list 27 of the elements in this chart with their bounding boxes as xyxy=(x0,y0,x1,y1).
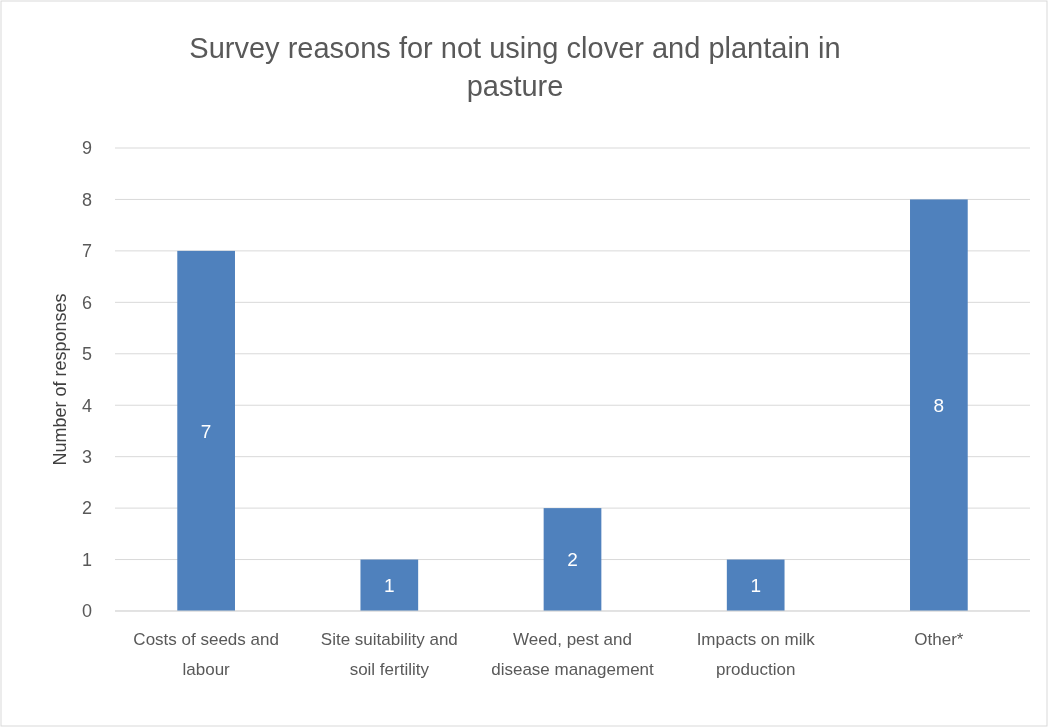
y-tick-label: 4 xyxy=(81,395,92,416)
data-label: 8 xyxy=(933,394,945,416)
bar xyxy=(910,199,968,611)
x-tick-label: Other* xyxy=(914,630,964,649)
y-tick-label: 5 xyxy=(81,344,92,365)
y-tick-label: 8 xyxy=(81,189,92,210)
y-tick-label: 2 xyxy=(81,498,92,519)
bar xyxy=(726,559,785,611)
bar xyxy=(360,559,419,611)
data-label: 1 xyxy=(750,574,761,596)
x-tick-label: Weed, pest and disease management xyxy=(491,630,655,679)
y-tick-label: 0 xyxy=(81,601,92,622)
x-tick-label: Impacts on milk production xyxy=(696,630,816,679)
y-axis-title: Number of responses xyxy=(50,293,70,466)
y-tick-label: 3 xyxy=(81,446,92,467)
data-label: 2 xyxy=(567,549,578,571)
bar xyxy=(543,508,602,611)
y-tick-label: 6 xyxy=(81,292,92,313)
y-tick-label: 1 xyxy=(81,549,92,570)
data-label: 1 xyxy=(384,574,395,596)
y-tick-label: 7 xyxy=(81,241,92,262)
x-tick-label: Costs of seeds and labour xyxy=(133,630,279,679)
data-label: 7 xyxy=(200,420,212,442)
y-tick-label: 9 xyxy=(81,138,92,159)
chart-title: Survey reasons for not using clover and plantain in pasture xyxy=(189,32,841,102)
bar xyxy=(177,250,235,611)
x-tick-label: Site suitability and soil fertility xyxy=(320,630,458,679)
